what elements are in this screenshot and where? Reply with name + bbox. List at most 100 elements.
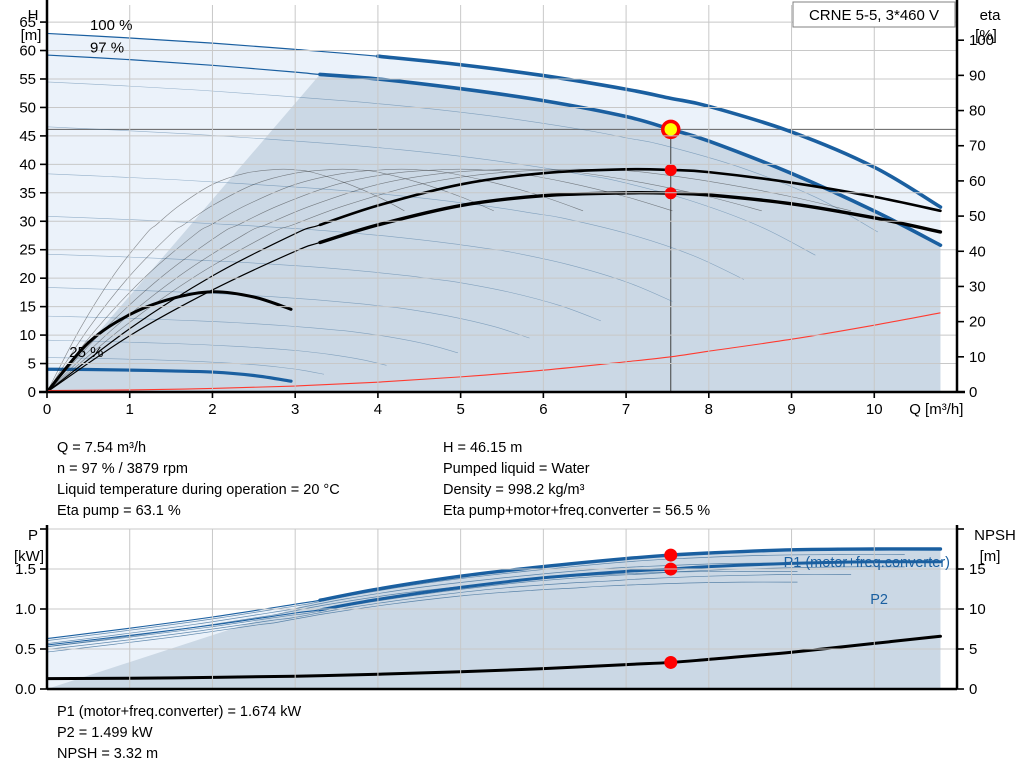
tick-label-h-axis: 20 xyxy=(19,270,36,287)
info-bottom-line: P1 (motor+freq.converter) = 1.674 kW xyxy=(57,704,301,720)
tick-label-eta-axis: 40 xyxy=(969,243,986,260)
info-left-line: Eta pump = 63.1 % xyxy=(57,503,181,519)
npsh-axis-title: NPSH xyxy=(974,527,1016,544)
tick-label-h-axis: 25 xyxy=(19,242,36,259)
tick-label-h-axis: 65 xyxy=(19,14,36,31)
tick-label-eta-axis: 20 xyxy=(969,314,986,331)
tick-label-q-axis: 3 xyxy=(291,401,299,418)
info-bottom-line: NPSH = 3.32 m xyxy=(57,746,158,762)
bottom-chart-axes: 0.0 0.5 1.0 1.5 0 5 10 15 P [kW] NPSH [m] xyxy=(14,525,1016,698)
speed-label-97pct: 97 % xyxy=(90,40,124,57)
info-right-line: Eta pump+motor+freq.converter = 56.5 % xyxy=(443,503,710,519)
power-envelope-dark-fill xyxy=(47,549,941,689)
tick-label-eta-axis: 70 xyxy=(969,138,986,155)
tick-label-h-axis: 60 xyxy=(19,43,36,60)
tick-label-p-axis: 0.0 xyxy=(15,681,36,698)
tick-label-h-axis: 10 xyxy=(19,327,36,344)
tick-label-h-axis: 35 xyxy=(19,185,36,202)
tick-label-h-axis: 15 xyxy=(19,299,36,316)
speed-curve-thin xyxy=(47,126,816,256)
duty-marker-npsh xyxy=(664,655,678,669)
duty-marker-p1 xyxy=(664,548,678,562)
bottom-chart-plot-area xyxy=(47,547,943,689)
speed-curve-thin xyxy=(47,173,745,280)
tick-label-q-axis: 8 xyxy=(705,401,713,418)
efficiency-curve-thin xyxy=(47,168,852,392)
tick-label-eta-axis: 10 xyxy=(969,349,986,366)
top-chart-axes: 0510152025303540455055606501020304050607… xyxy=(19,0,1001,418)
title-box: CRNE 5-5, 3*460 V xyxy=(792,1,956,28)
top-chart-gridlines xyxy=(46,5,957,392)
eta-min-speed-curve xyxy=(47,290,293,392)
p2-curve xyxy=(318,560,942,612)
efficiency-curve-thin xyxy=(47,168,673,392)
efficiency-curve-thin xyxy=(47,168,762,392)
tick-label-h-axis: 45 xyxy=(19,128,36,145)
speed-label-100pct: 100 % xyxy=(90,17,133,34)
envelope-dark-fill xyxy=(47,74,941,392)
tick-label-npsh-axis: 15 xyxy=(969,561,986,578)
npsh-axis-unit: [m] xyxy=(980,548,1001,565)
tick-label-npsh-axis: 0 xyxy=(969,681,977,698)
tick-label-q-axis: 0 xyxy=(43,401,51,418)
tick-label-q-axis: 9 xyxy=(787,401,795,418)
eta-axis-unit: [%] xyxy=(975,27,997,44)
power-curve-thin xyxy=(47,581,798,653)
duty-marker-eta-pump xyxy=(664,164,677,177)
tick-label-h-axis: 40 xyxy=(19,156,36,173)
p1-curve-label: P1 (motor+freq.converter) xyxy=(784,555,950,571)
tick-label-h-axis: 50 xyxy=(19,99,36,116)
power-curve-thin xyxy=(47,554,905,641)
tick-label-p-axis: 0.5 xyxy=(15,641,36,658)
speed-curve-thin xyxy=(47,339,387,366)
h-axis-unit: [m] xyxy=(21,27,42,44)
efficiency-curve-thin xyxy=(47,168,405,392)
speed-curve-thin xyxy=(47,81,879,233)
q-axis-label: Q [m³/h] xyxy=(909,401,963,418)
title-box-rect xyxy=(792,1,956,28)
info-block-top: Q = 7.54 m³/h n = 97 % / 3879 rpm Liquid t… xyxy=(57,440,710,519)
tick-label-p-axis: 1.0 xyxy=(15,601,36,618)
tick-label-q-axis: 5 xyxy=(456,401,464,418)
tick-label-q-axis: 1 xyxy=(126,401,134,418)
speed-curve-thin xyxy=(47,253,602,322)
info-bottom-line: P2 = 1.499 kW xyxy=(57,725,153,741)
tick-label-eta-axis: 50 xyxy=(969,208,986,225)
tick-label-eta-axis: 100 xyxy=(969,32,994,49)
h-axis-title: H xyxy=(28,7,39,24)
info-left-line: n = 97 % / 3879 rpm xyxy=(57,461,188,477)
speed-curve-thin xyxy=(47,287,530,339)
p-axis-unit: [kW] xyxy=(14,548,44,565)
p1-curve xyxy=(318,547,943,602)
speed-label-25pct: 25 % xyxy=(69,344,103,361)
tick-label-q-axis: 10 xyxy=(866,401,883,418)
tick-label-h-axis: 5 xyxy=(28,356,36,373)
head-curve-25pct xyxy=(47,367,293,383)
speed-curve-thin xyxy=(47,357,325,375)
info-left-line: Liquid temperature during operation = 20… xyxy=(57,482,340,498)
duty-point-marker xyxy=(661,119,681,140)
info-right-line: Density = 998.2 kg/m³ xyxy=(443,482,585,498)
speed-curve-family xyxy=(47,81,879,375)
tick-label-npsh-axis: 5 xyxy=(969,641,977,658)
info-right-line: Pumped liquid = Water xyxy=(443,461,590,477)
tick-label-h-axis: 30 xyxy=(19,213,36,230)
tick-label-eta-axis: 0 xyxy=(969,384,977,401)
tick-label-eta-axis: 30 xyxy=(969,278,986,295)
tick-label-q-axis: 7 xyxy=(622,401,630,418)
tick-label-npsh-axis: 10 xyxy=(969,601,986,618)
tick-label-h-axis: 55 xyxy=(19,71,36,88)
info-block-bottom: P1 (motor+freq.converter) = 1.674 kW P2 =… xyxy=(57,704,301,762)
top-chart-plot-area xyxy=(47,32,957,392)
tick-label-eta-axis: 80 xyxy=(969,103,986,120)
tick-label-q-axis: 4 xyxy=(374,401,382,418)
head-curve-100pct xyxy=(376,54,943,209)
tick-label-h-axis: 0 xyxy=(28,384,36,401)
tick-label-eta-axis: 60 xyxy=(969,173,986,190)
p2-curve-label: P2 xyxy=(870,592,888,608)
title-box-label: CRNE 5-5, 3*460 V xyxy=(809,7,939,24)
info-right-line: H = 46.15 m xyxy=(443,440,522,456)
tick-label-eta-axis: 90 xyxy=(969,67,986,84)
